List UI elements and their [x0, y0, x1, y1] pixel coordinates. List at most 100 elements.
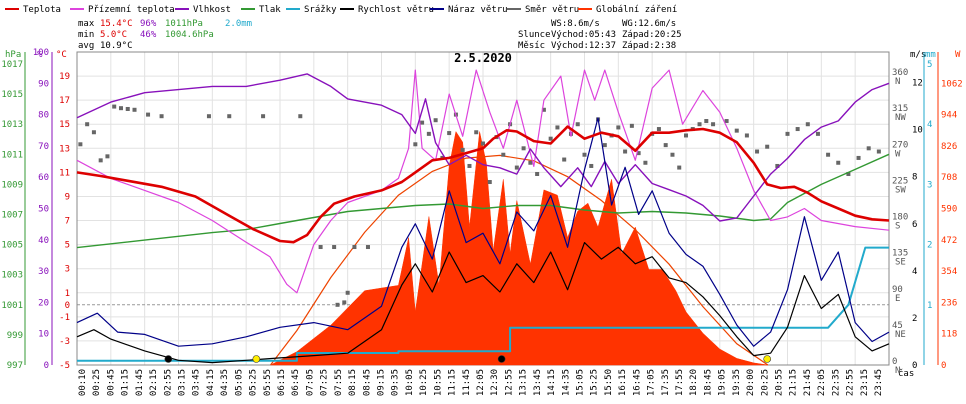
stats-max-pressure: 1011hPa — [165, 19, 203, 29]
wind-direction-point — [460, 147, 465, 152]
wind-direction-point — [711, 122, 716, 127]
tick-time: 07:05 — [305, 369, 315, 396]
tick-time: 10:05 — [405, 369, 415, 396]
series-prizemni-teplota — [76, 69, 890, 294]
axis-title-celsius: °C — [56, 50, 67, 60]
tick-time: 11:45 — [462, 369, 472, 396]
tick-percent: 100 — [33, 48, 49, 58]
tick-time: 17:55 — [675, 369, 685, 396]
tick-percent: 20 — [38, 298, 49, 308]
tick-w: 118 — [941, 330, 957, 340]
tick-mm: 4 — [927, 120, 932, 130]
tick-mm: 3 — [927, 180, 932, 190]
tick-time: 14:15 — [547, 369, 557, 396]
axis-title-mm: mm — [925, 50, 936, 60]
wind-direction-point — [548, 136, 553, 141]
tick-percent: 40 — [38, 236, 49, 246]
axis-title-percent: % — [37, 50, 43, 60]
tick-percent: 80 — [38, 111, 49, 121]
tick-time: 10:25 — [419, 369, 429, 396]
tick-celsius: 19 — [59, 72, 70, 82]
tick-hpa: 1009 — [1, 180, 23, 190]
tick-w: 472 — [941, 236, 957, 246]
tick-time: 07:55 — [334, 369, 344, 396]
tick-w: 0 — [941, 361, 946, 371]
stats-max-rain: 2.0mm — [225, 19, 252, 29]
wind-direction-point — [815, 131, 820, 136]
tick-percent: 60 — [38, 173, 49, 183]
tick-time: 15:25 — [590, 369, 600, 396]
legend-label-8: Globální záření — [596, 5, 677, 15]
info-moonset: Západ:2:38 — [622, 41, 676, 51]
tick-mm: 1 — [927, 301, 932, 311]
wind-direction-point — [467, 163, 472, 168]
tick-direction: 270 — [892, 140, 908, 150]
wind-direction-point — [697, 122, 702, 127]
wind-direction-point — [795, 127, 800, 132]
tick-direction: 180 — [892, 213, 908, 223]
tick-direction-label: NE — [895, 330, 906, 340]
tick-w: 354 — [941, 267, 957, 277]
stats-min-pressure: 1004.6hPa — [165, 30, 214, 40]
wind-direction-point — [227, 114, 232, 119]
info-ws: WS:8.6m/s — [551, 19, 600, 29]
wind-direction-point — [352, 245, 357, 250]
wind-direction-point — [146, 112, 151, 117]
tick-ms: 12 — [912, 79, 923, 89]
tick-direction-label: W — [895, 149, 901, 159]
wind-direction-point — [318, 245, 323, 250]
series-naraz-vetru — [76, 117, 890, 347]
stats-min-temp: 5.0°C — [100, 30, 127, 40]
legend-label-7: Směr větru — [525, 5, 579, 15]
tick-time: 12:05 — [476, 369, 486, 396]
stats-avg-label: avg — [78, 41, 94, 51]
wind-direction-point — [663, 143, 668, 148]
wind-direction-point — [602, 143, 607, 148]
tick-time: 18:45 — [703, 369, 713, 396]
tick-time: 05:55 — [263, 369, 273, 396]
tick-w: 944 — [941, 111, 957, 121]
wind-direction-point — [656, 127, 661, 132]
info-sunrise: Východ:05:43 — [551, 30, 616, 40]
tick-direction: 360 — [892, 68, 908, 78]
legend-label-2: Vlhkost — [193, 5, 231, 15]
marker-dot-2 — [497, 355, 506, 363]
axis-title-w: W — [955, 50, 961, 60]
tick-direction: 135 — [892, 249, 908, 259]
tick-mm: 2 — [927, 241, 932, 251]
wind-direction-point — [298, 114, 303, 119]
axis-titles: hPa % °C m/s mm W čas — [5, 50, 961, 379]
wind-direction-point — [335, 302, 340, 307]
tick-time: 15:05 — [576, 369, 586, 396]
marker-dot-0 — [164, 355, 173, 363]
tick-hpa: 1005 — [1, 241, 23, 251]
tick-direction-label: SW — [895, 185, 906, 195]
tick-celsius: 0 — [65, 301, 70, 311]
wind-direction-point — [365, 245, 370, 250]
plot-area — [76, 69, 890, 366]
wind-direction-point — [105, 154, 110, 159]
wind-direction-point — [413, 142, 418, 147]
tick-percent: 70 — [38, 142, 49, 152]
tick-percent: 30 — [38, 267, 49, 277]
info-moonrise: Východ:12:37 — [551, 41, 616, 51]
tick-w: 708 — [941, 173, 957, 183]
wind-direction-point — [487, 180, 492, 185]
tick-celsius: -3 — [59, 337, 70, 347]
tick-direction-label: N — [895, 77, 900, 87]
tick-time: 00:45 — [106, 369, 116, 396]
tick-ms: 4 — [912, 267, 917, 277]
tick-direction: 90 — [892, 285, 903, 295]
tick-time: 07:25 — [320, 369, 330, 396]
tick-time: 05:25 — [249, 369, 259, 396]
wind-direction-point — [670, 152, 675, 157]
tick-time: 22:35 — [831, 369, 841, 396]
wind-direction-point — [846, 171, 851, 176]
legend-label-1: Přízemní teplota — [88, 5, 175, 15]
stats-min-humidity: 46% — [140, 30, 157, 40]
wind-direction-point — [704, 119, 709, 124]
tick-time: 20:25 — [760, 369, 770, 396]
wind-direction-point — [112, 104, 117, 109]
tick-direction-label: E — [895, 294, 900, 304]
wind-direction-point — [501, 152, 506, 157]
